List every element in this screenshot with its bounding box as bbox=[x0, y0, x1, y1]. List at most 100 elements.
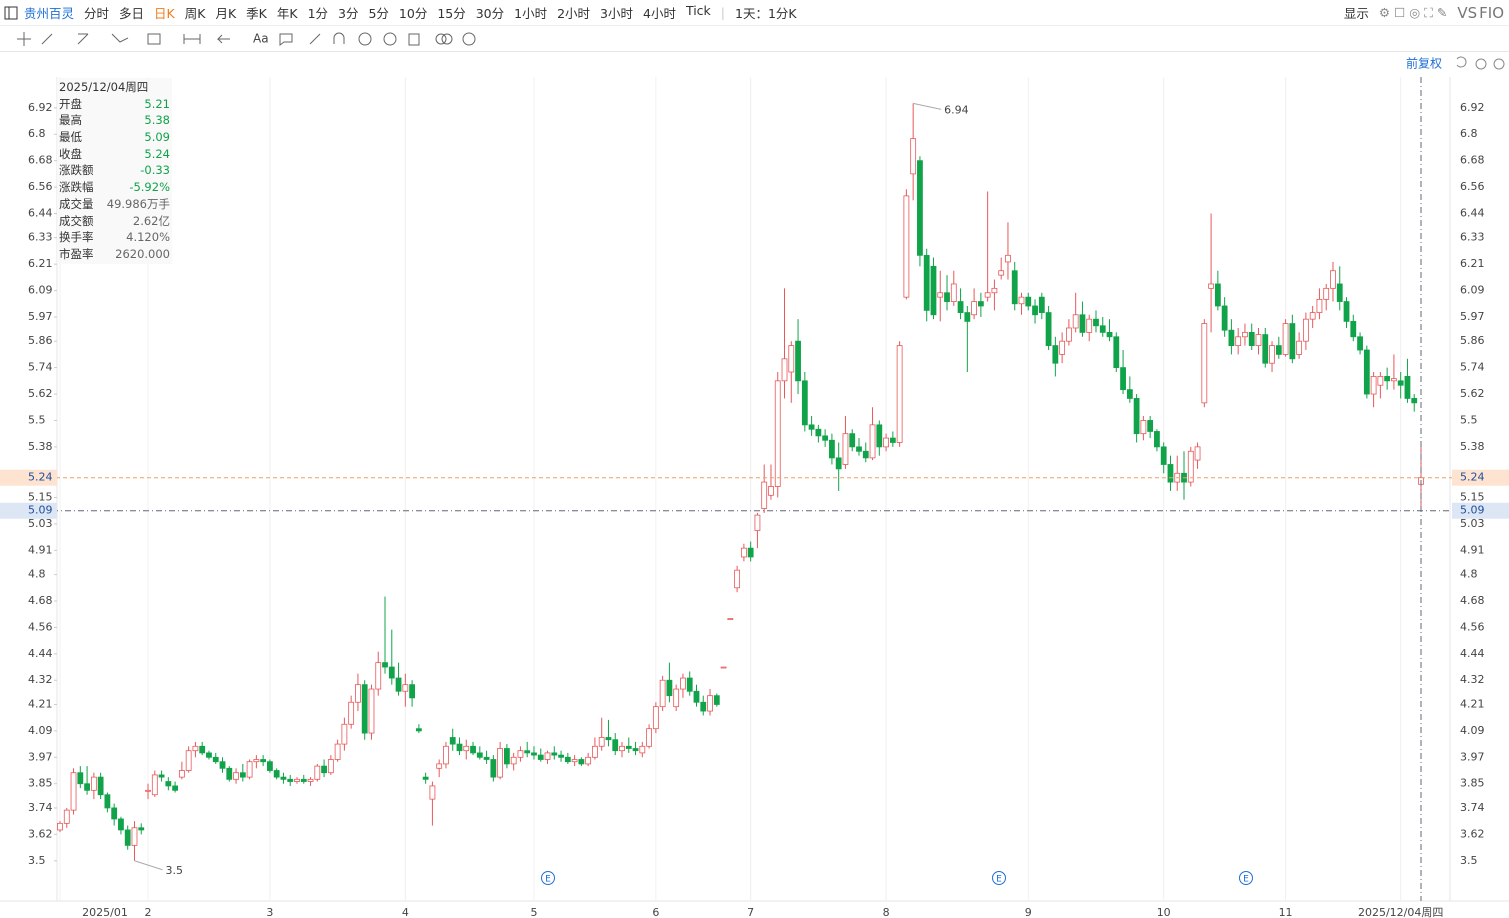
y-tick-label: 6.21 bbox=[28, 257, 53, 270]
candle-body bbox=[1133, 398, 1140, 435]
candle-body bbox=[903, 195, 910, 298]
period-tab[interactable]: 月K bbox=[215, 6, 237, 21]
period-tab[interactable]: 15分 bbox=[437, 6, 466, 21]
display-button[interactable]: 显示 bbox=[1343, 6, 1369, 21]
candle-body bbox=[592, 745, 598, 758]
candle-body bbox=[199, 745, 206, 754]
range-select[interactable]: 1天：1分K bbox=[735, 6, 797, 21]
candle-body bbox=[788, 345, 795, 373]
candle-body bbox=[1262, 334, 1269, 364]
vs-button[interactable]: VS bbox=[1457, 3, 1478, 22]
y-tick-label-right: 6.09 bbox=[1460, 284, 1485, 297]
period-tab[interactable]: 10分 bbox=[398, 6, 428, 21]
candle-body bbox=[680, 677, 686, 690]
candle-body bbox=[1336, 283, 1343, 302]
candle-body bbox=[1323, 287, 1330, 300]
y-tick-label-right: 5.38 bbox=[1460, 440, 1485, 453]
info-label: 市盈率 bbox=[59, 246, 94, 261]
candle-body bbox=[476, 752, 483, 758]
candle-body bbox=[172, 785, 179, 791]
candle-body bbox=[503, 748, 510, 765]
candle-body bbox=[1167, 464, 1174, 483]
candle-body bbox=[287, 778, 294, 782]
adjust-button[interactable]: 前复权 bbox=[1406, 56, 1442, 71]
candle-body bbox=[1147, 420, 1154, 432]
candle-body bbox=[1397, 380, 1404, 386]
candle-body bbox=[267, 761, 273, 771]
period-tab[interactable]: 日K bbox=[154, 6, 175, 21]
candle-body bbox=[937, 292, 944, 298]
period-tab[interactable]: 多日 bbox=[119, 6, 145, 21]
y-tick-label-right: 4.68 bbox=[1460, 594, 1485, 607]
period-tab[interactable]: 3小时 bbox=[600, 6, 633, 21]
period-tab[interactable]: 年K bbox=[276, 6, 298, 21]
candle-body bbox=[436, 763, 443, 769]
menu-icon[interactable] bbox=[3, 5, 19, 21]
info-value: 4.120% bbox=[126, 230, 170, 245]
price-tag-box bbox=[1452, 469, 1509, 486]
x-tick-label: 5 bbox=[530, 906, 537, 918]
info-label: 涨跌幅 bbox=[59, 180, 94, 195]
y-tick-label: 6.09 bbox=[28, 284, 53, 297]
candle-body bbox=[1079, 314, 1086, 333]
candle-body bbox=[395, 677, 402, 692]
y-tick-label: 4.91 bbox=[28, 543, 53, 556]
info-value: 5.21 bbox=[144, 96, 170, 111]
f10-button[interactable]: FIO bbox=[1479, 3, 1504, 22]
x-tick-label: 7 bbox=[747, 906, 754, 918]
info-row: 开盘 5.21 bbox=[57, 96, 172, 113]
y-tick-label-right: 5.62 bbox=[1460, 387, 1485, 400]
stock-name[interactable]: 贵州百灵 bbox=[24, 6, 75, 21]
period-tab[interactable]: 季K bbox=[246, 6, 267, 21]
candle-body bbox=[1160, 446, 1167, 465]
period-tab[interactable]: 30分 bbox=[475, 6, 505, 21]
info-value: -5.92% bbox=[129, 180, 170, 195]
info-row: 成交额 2.62亿 bbox=[57, 213, 172, 230]
candle-body bbox=[1106, 331, 1113, 338]
candle-body bbox=[578, 759, 585, 765]
candle-body bbox=[862, 450, 869, 459]
candle-body bbox=[977, 301, 984, 307]
period-tab[interactable]: 分时 bbox=[84, 6, 110, 21]
candle-body bbox=[1038, 296, 1045, 313]
candle-body bbox=[375, 662, 382, 690]
candle-body bbox=[829, 439, 835, 459]
candle-body bbox=[219, 761, 226, 769]
candle-body bbox=[619, 745, 625, 752]
period-tab[interactable]: 2小时 bbox=[557, 6, 591, 21]
svg-text:Aa: Aa bbox=[253, 32, 269, 46]
period-tab[interactable]: 1分 bbox=[307, 6, 329, 21]
candle-body bbox=[1370, 376, 1377, 395]
period-tab[interactable]: 5分 bbox=[368, 6, 389, 21]
period-tab[interactable]: 4小时 bbox=[643, 6, 676, 21]
info-value: 5.38 bbox=[144, 113, 170, 128]
candle-body bbox=[246, 761, 253, 778]
y-tick-label: 4.8 bbox=[28, 568, 46, 581]
x-tick-label: 11 bbox=[1279, 906, 1293, 918]
period-tab[interactable]: Tick bbox=[685, 3, 711, 18]
candle-body bbox=[1330, 270, 1336, 289]
period-tab[interactable]: 周K bbox=[184, 6, 206, 21]
price-tag: 5.09 bbox=[1460, 504, 1485, 517]
period-tab[interactable]: 3分 bbox=[338, 6, 359, 21]
candle-body bbox=[1086, 318, 1093, 333]
candle-body bbox=[761, 481, 768, 509]
candle-body bbox=[260, 759, 267, 763]
candle-body bbox=[889, 437, 896, 443]
y-tick-label: 6.33 bbox=[28, 231, 53, 244]
price-tag-box bbox=[0, 502, 57, 519]
candle-body bbox=[1343, 301, 1350, 322]
candle-body bbox=[165, 781, 172, 787]
toolbar: 贵州百灵 分时 多日 日K 周K 月K 季K 年K 1分 3分 5分 10分 15分 30分 1小时 2小时… bbox=[0, 0, 1509, 26]
candle-body bbox=[1025, 296, 1032, 307]
y-tick-label: 5.5 bbox=[28, 413, 46, 426]
candle-body bbox=[646, 728, 652, 747]
candle-body bbox=[239, 772, 246, 778]
candle-body bbox=[70, 772, 77, 811]
y-tick-label: 6.56 bbox=[28, 180, 53, 193]
price-tag: 5.24 bbox=[28, 471, 53, 484]
candle-body bbox=[517, 750, 524, 758]
candle-body bbox=[321, 765, 327, 774]
period-tab[interactable]: 1小时 bbox=[514, 6, 548, 21]
